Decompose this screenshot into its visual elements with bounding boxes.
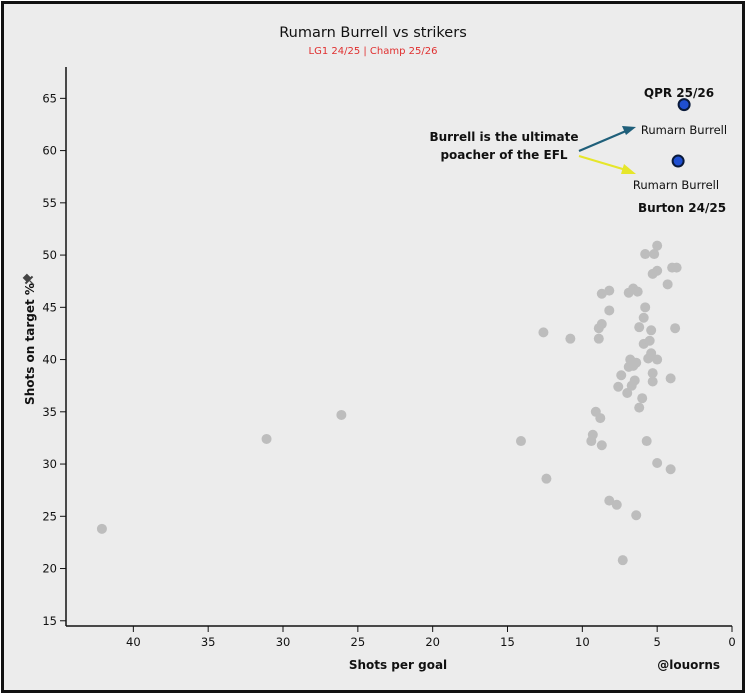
scatter-point bbox=[671, 262, 682, 273]
burton-season-label: Burton 24/25 bbox=[638, 201, 726, 215]
annotation-line-2: poacher of the EFL bbox=[440, 148, 567, 162]
y-tick-label: 35 bbox=[42, 405, 57, 419]
y-tick-label: 45 bbox=[42, 300, 57, 314]
arrow-head-qpr bbox=[622, 126, 636, 135]
y-tick-label: 20 bbox=[42, 562, 57, 576]
scatter-point bbox=[665, 464, 676, 475]
scatter-point bbox=[641, 436, 652, 447]
scatter-point bbox=[632, 286, 643, 297]
scatter-point bbox=[622, 387, 633, 398]
scatter-point bbox=[626, 380, 637, 391]
scatter-point bbox=[538, 327, 549, 338]
scatter-point bbox=[644, 335, 655, 346]
scatter-point bbox=[541, 473, 552, 484]
scatter-point bbox=[611, 499, 622, 510]
scatter-point bbox=[647, 268, 658, 279]
x-tick-label: 25 bbox=[351, 635, 366, 649]
scatter-point bbox=[652, 354, 663, 365]
scatter-point bbox=[662, 279, 673, 290]
scatter-point bbox=[631, 357, 642, 368]
burton-player-label: Rumarn Burrell bbox=[633, 178, 719, 192]
qpr-player-label: Rumarn Burrell bbox=[641, 123, 727, 137]
y-tick-label: 30 bbox=[42, 457, 57, 471]
scatter-point bbox=[647, 376, 658, 387]
scatter-point bbox=[596, 288, 607, 299]
scatter-point bbox=[261, 433, 272, 444]
y-axis-label: Shots on target % bbox=[23, 283, 37, 405]
x-tick-label: 15 bbox=[500, 635, 515, 649]
scatter-point bbox=[652, 458, 663, 469]
x-tick-label: 5 bbox=[654, 635, 661, 649]
scatter-point bbox=[595, 413, 606, 424]
scatter-point bbox=[646, 348, 657, 359]
y-axis-ticks: 15 20 25 30 35 40 45 50 55 60 65 bbox=[42, 91, 66, 628]
highlight-point bbox=[671, 154, 685, 168]
scatter-point bbox=[637, 393, 648, 404]
arrow-head-burton bbox=[621, 164, 636, 174]
credit-label: @louorns bbox=[657, 658, 720, 672]
x-axis-label: Shots per goal bbox=[349, 658, 447, 672]
scatter-point bbox=[638, 312, 649, 323]
y-tick-label: 50 bbox=[42, 248, 57, 262]
y-tick-label: 40 bbox=[42, 353, 57, 367]
highlight-point bbox=[677, 98, 691, 112]
scatter-point bbox=[665, 373, 676, 384]
y-tick-label: 60 bbox=[42, 144, 57, 158]
scatter-chart: Rumarn Burrell vs strikers LG1 24/25 | C… bbox=[22, 25, 736, 672]
scatter-point bbox=[640, 302, 651, 313]
x-tick-label: 40 bbox=[126, 635, 141, 649]
y-tick-label: 25 bbox=[42, 509, 57, 523]
scatter-point bbox=[616, 370, 627, 381]
scatter-point bbox=[596, 319, 607, 330]
arrow-to-burton bbox=[578, 154, 627, 172]
y-tick-label: 15 bbox=[42, 614, 57, 628]
scatter-point bbox=[647, 368, 658, 379]
scatter-point bbox=[604, 285, 615, 296]
scatter-point bbox=[565, 333, 576, 344]
scatter-point bbox=[670, 323, 681, 334]
qpr-season-label: QPR 25/26 bbox=[644, 86, 714, 100]
x-axis-ticks: 40 35 30 25 20 15 10 5 0 bbox=[126, 626, 736, 649]
x-tick-label: 30 bbox=[276, 635, 291, 649]
scatter-point bbox=[649, 249, 660, 260]
scatter-point bbox=[604, 305, 615, 316]
scatter-point bbox=[96, 523, 107, 534]
annotation-arrows bbox=[578, 126, 636, 174]
scatter-point bbox=[604, 495, 615, 506]
scatter-point bbox=[634, 322, 645, 333]
scatter-point bbox=[596, 440, 607, 451]
scatter-point bbox=[593, 333, 604, 344]
x-tick-label: 10 bbox=[575, 635, 590, 649]
scatter-point bbox=[646, 325, 657, 336]
scatter-point bbox=[336, 409, 347, 420]
points-layer bbox=[96, 98, 691, 566]
scatter-point bbox=[631, 510, 642, 521]
y-tick-label: 65 bbox=[42, 91, 57, 105]
scatter-point bbox=[613, 381, 624, 392]
chart-subtitle: LG1 24/25 | Champ 25/26 bbox=[309, 46, 438, 57]
scatter-point bbox=[586, 436, 597, 447]
x-tick-label: 0 bbox=[728, 635, 735, 649]
chart-title: Rumarn Burrell vs strikers bbox=[279, 25, 467, 41]
x-tick-label: 20 bbox=[425, 635, 440, 649]
annotation-line-1: Burrell is the ultimate bbox=[429, 130, 578, 144]
arrow-to-qpr bbox=[578, 129, 627, 153]
scatter-point bbox=[617, 555, 628, 566]
scatter-point bbox=[640, 249, 651, 260]
scatter-point bbox=[515, 436, 526, 447]
scatter-point bbox=[634, 402, 645, 413]
y-tick-label: 55 bbox=[42, 196, 57, 210]
x-tick-label: 35 bbox=[201, 635, 216, 649]
scatter-point bbox=[652, 240, 663, 251]
